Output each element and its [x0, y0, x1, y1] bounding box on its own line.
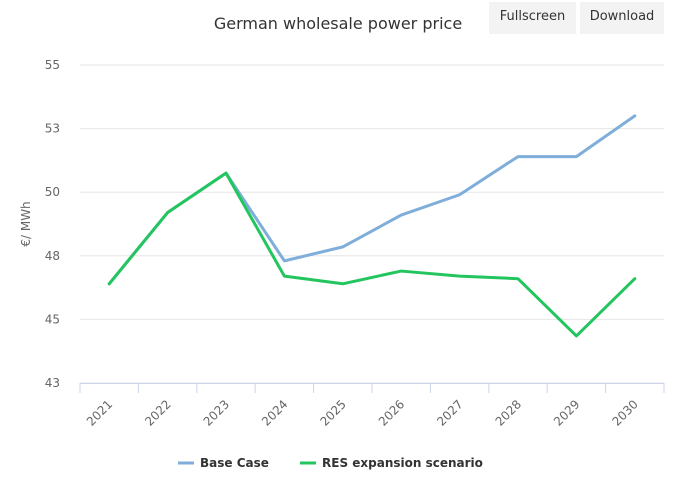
- y-tick-label: 45: [45, 312, 60, 326]
- x-tick-label: 2029: [551, 397, 582, 428]
- x-tick-label: 2022: [142, 397, 173, 428]
- x-tick-label: 2028: [493, 397, 524, 428]
- x-tick-label: 2024: [259, 397, 290, 428]
- legend-label: Base Case: [200, 456, 269, 470]
- download-button[interactable]: Download: [580, 2, 664, 34]
- y-axis-title: €/ MWh: [19, 201, 33, 246]
- x-tick-label: 2025: [317, 397, 348, 428]
- x-tick-label: 2026: [376, 397, 407, 428]
- legend-label: RES expansion scenario: [322, 456, 483, 470]
- x-tick-label: 2027: [434, 397, 465, 428]
- series-line-base-case: [107, 114, 637, 286]
- y-tick-label: 50: [45, 185, 60, 199]
- y-tick-label: 48: [45, 249, 60, 263]
- x-tick-label: 2023: [201, 397, 232, 428]
- y-tick-label: 53: [45, 122, 60, 136]
- fullscreen-button[interactable]: Fullscreen: [489, 2, 576, 34]
- y-tick-label: 55: [45, 58, 60, 72]
- chart-title: German wholesale power price: [213, 14, 463, 33]
- series-line-res-expansion-scenario: [107, 171, 637, 338]
- x-tick-label: 2021: [84, 397, 115, 428]
- x-tick-label: 2030: [609, 397, 640, 428]
- y-tick-label: 43: [45, 376, 60, 390]
